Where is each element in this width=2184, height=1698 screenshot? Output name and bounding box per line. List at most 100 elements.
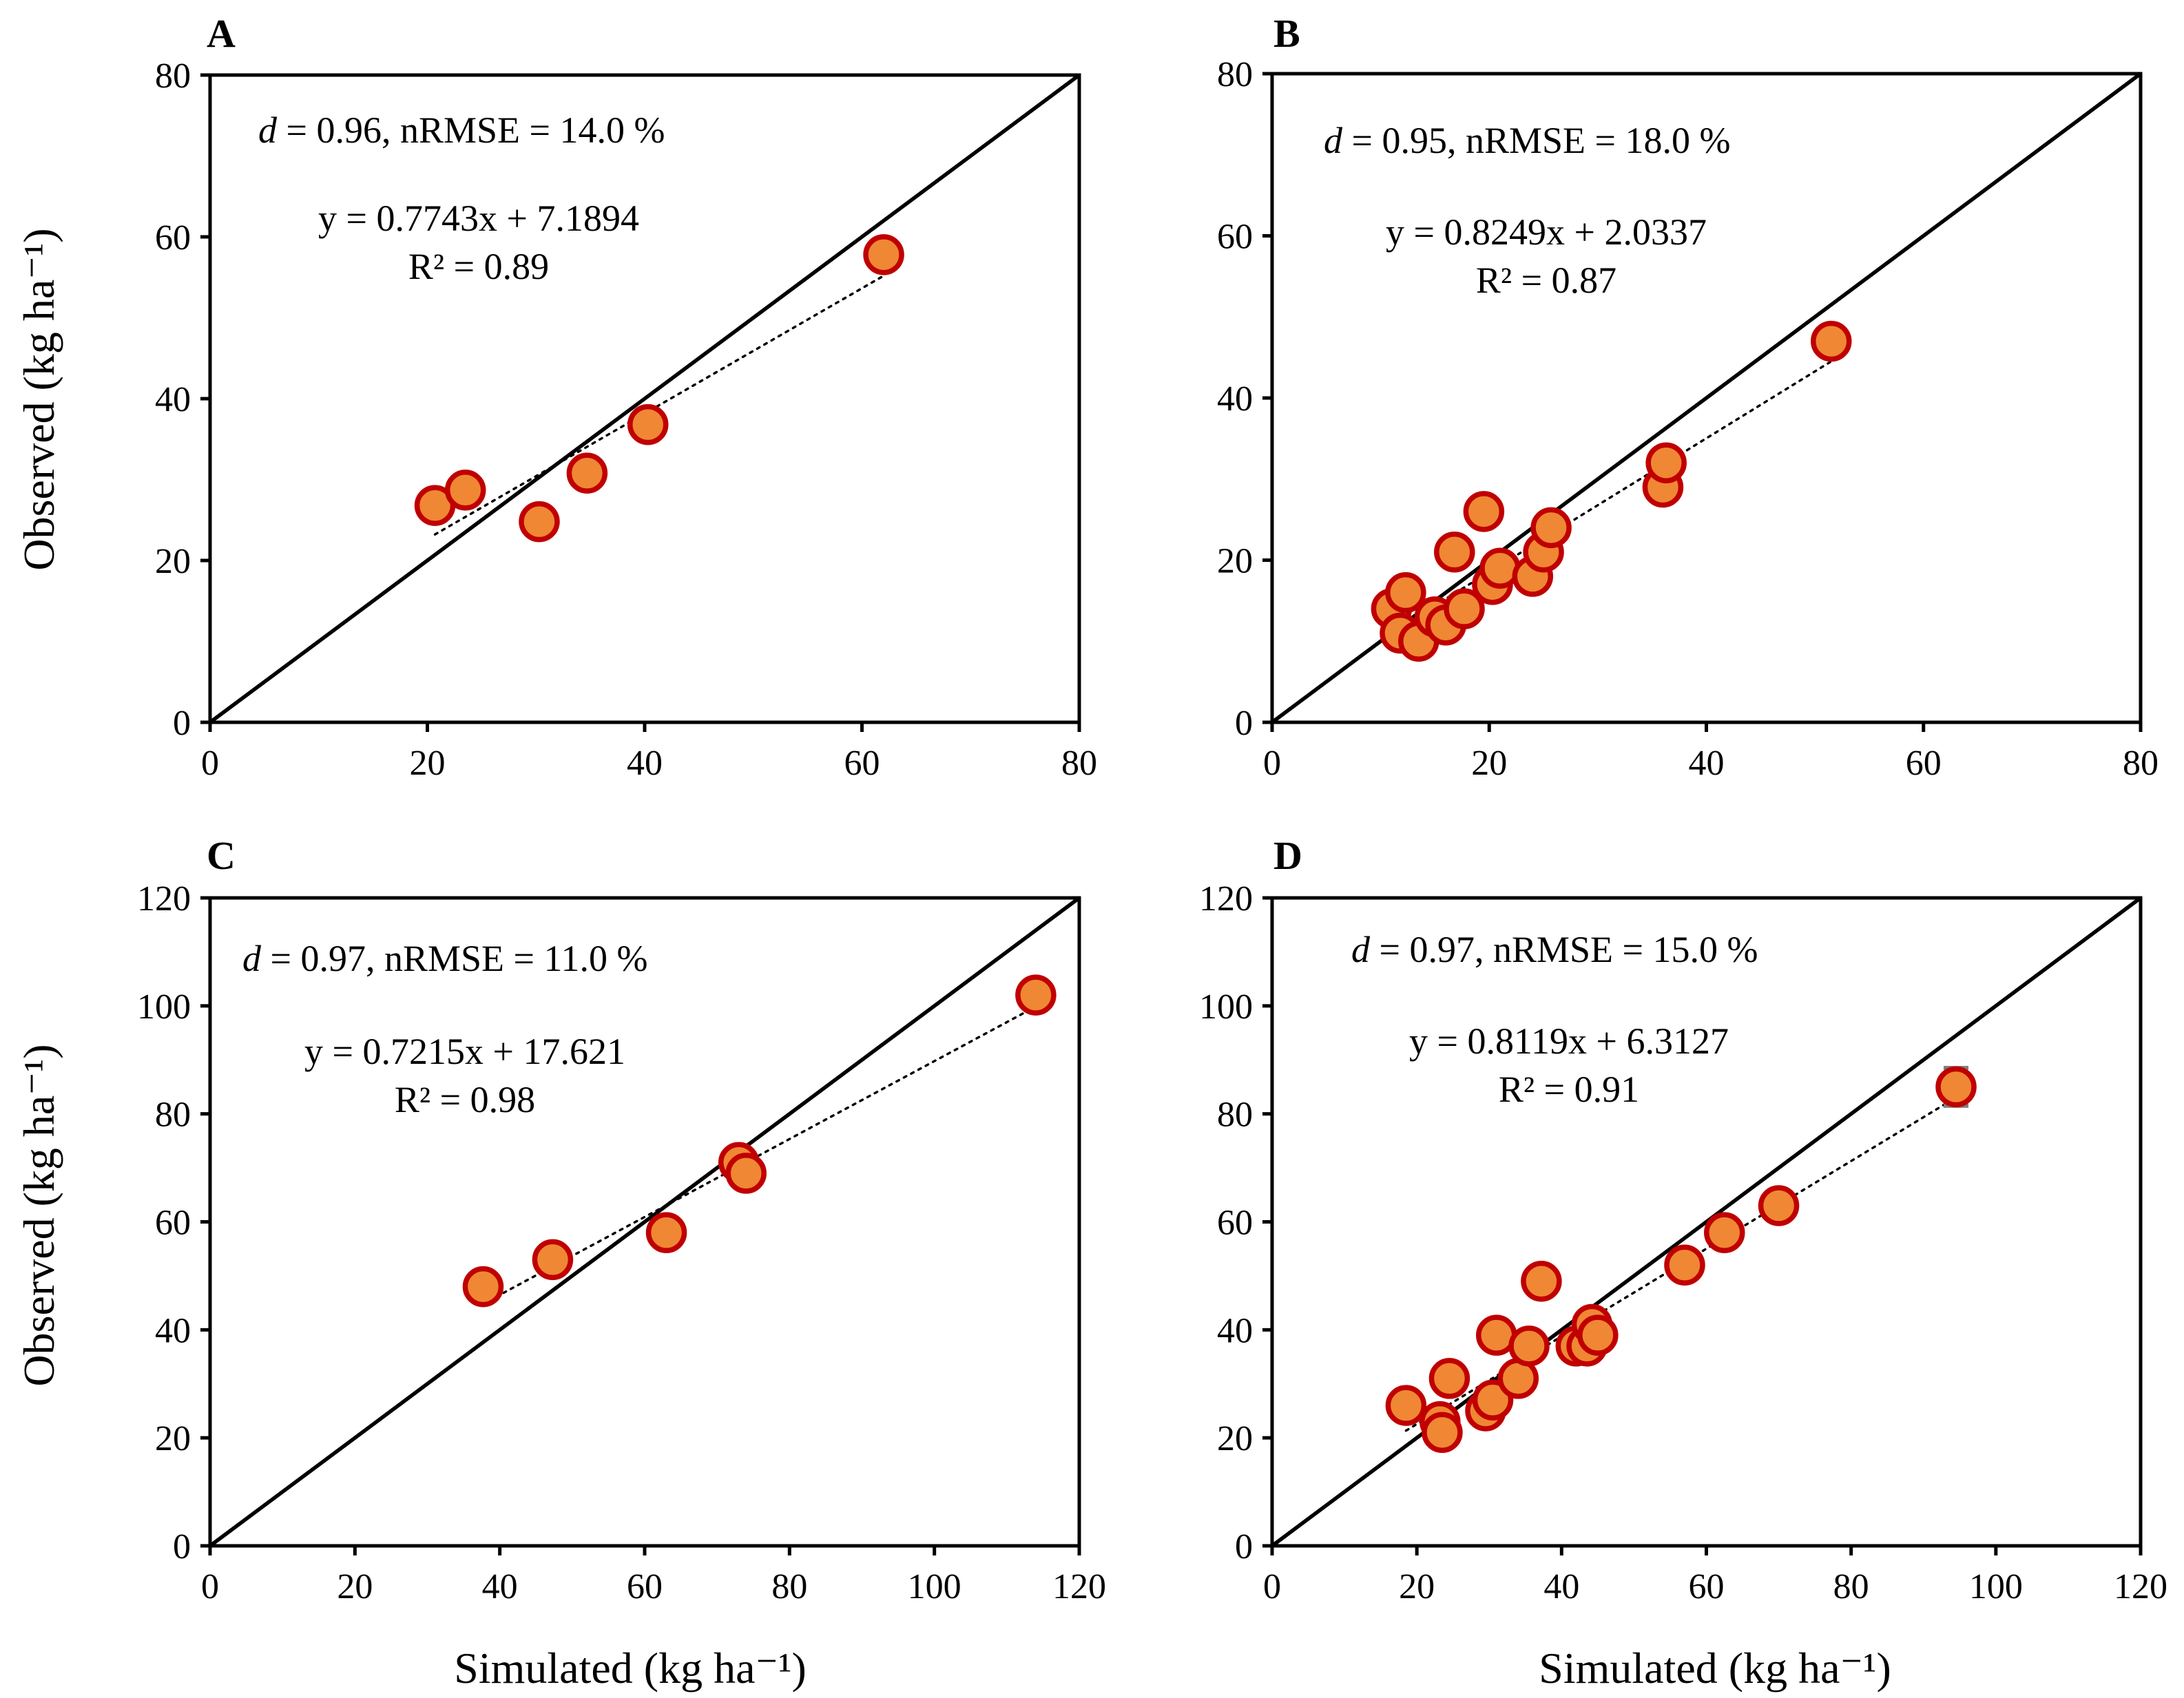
r-squared: R² = 0.89 (408, 246, 549, 287)
y-axis-title-top: Observed (kg ha⁻¹) (14, 228, 63, 570)
data-point (532, 1239, 574, 1281)
stats-values: = 0.96, nRMSE = 14.0 % (277, 109, 665, 151)
y-tick-label: 40 (1217, 1311, 1253, 1350)
data-point (1385, 572, 1426, 614)
data-point (627, 403, 669, 446)
data-point (1472, 1379, 1514, 1421)
stats-annotation: d = 0.97, nRMSE = 15.0 % (1351, 929, 1758, 970)
data-point (444, 470, 486, 511)
data-point (1664, 1244, 1705, 1286)
x-tick-label: 0 (1263, 744, 1281, 783)
trend-line (433, 274, 885, 536)
data-point (1444, 588, 1485, 629)
y-tick-label: 60 (1217, 218, 1253, 257)
y-tick-label: 20 (155, 1419, 191, 1458)
data-point (1521, 1261, 1562, 1302)
data-point (1645, 442, 1687, 483)
y-tick-label: 80 (1217, 1096, 1253, 1135)
y-tick-label: 20 (1217, 542, 1253, 581)
data-point (863, 234, 904, 275)
one-to-one-line (209, 73, 1081, 724)
stats-values: = 0.97, nRMSE = 11.0 % (261, 938, 647, 979)
y-tick-label: 80 (155, 1096, 191, 1135)
panel-label: B (1273, 11, 1300, 56)
y-tick-label: 120 (137, 879, 191, 919)
x-tick-label: 20 (410, 744, 446, 783)
x-tick-label: 60 (1906, 744, 1942, 783)
stats-d-symbol: d (242, 938, 262, 979)
x-tick-label: 0 (201, 744, 219, 783)
stats-values: = 0.95, nRMSE = 18.0 % (1342, 120, 1730, 161)
data-point (1434, 531, 1475, 573)
panel-b: B 0 20 40 60 80 0 20 40 60 80 d = 0.95, nRMSE = 18.… (1217, 11, 2159, 783)
data-point (566, 452, 608, 494)
x-tick-label: 20 (337, 1567, 373, 1606)
stats-d-symbol: d (1324, 120, 1343, 161)
trend-line (480, 1005, 1037, 1306)
stats-annotation: d = 0.95, nRMSE = 18.0 % (1324, 120, 1730, 161)
data-point (1015, 974, 1057, 1016)
panel-label: A (207, 11, 236, 56)
y-tick-label: 40 (1217, 379, 1253, 419)
data-point (1704, 1212, 1745, 1253)
r-squared: R² = 0.91 (1499, 1069, 1639, 1110)
x-tick-label: 60 (1689, 1567, 1725, 1606)
x-tick-label: 40 (627, 744, 663, 783)
x-tick-label: 80 (1833, 1567, 1869, 1606)
data-point (1463, 491, 1505, 532)
y-tick-label: 100 (1199, 987, 1253, 1027)
data-point (1577, 1314, 1619, 1356)
panel-a: A 0 20 40 60 80 0 20 40 60 80 d = 0.96, nRMSE = 14.… (155, 11, 1097, 783)
y-tick-label: 0 (1235, 1527, 1253, 1566)
data-point (1508, 1325, 1550, 1367)
data-point (725, 1153, 767, 1194)
y-tick-label: 20 (155, 542, 191, 581)
x-tick-label: 120 (2114, 1567, 2167, 1606)
panel-c: C 0 20 40 60 80 100 120 0 20 40 60 80 100 120 d = 0.97,… (137, 833, 1106, 1606)
stats-d-symbol: d (258, 109, 278, 151)
panel-d: D 0 20 40 60 80 100 120 0 20 40 60 80 100 120 d = 0.97,… (1199, 833, 2167, 1606)
x-tick-label: 20 (1471, 744, 1507, 783)
regression-equation: y = 0.7743x + 7.1894 (318, 198, 639, 239)
y-tick-label: 60 (155, 218, 191, 258)
x-tick-label: 20 (1399, 1567, 1435, 1606)
x-tick-label: 60 (627, 1567, 663, 1606)
x-axis-title-right: Simulated (kg ha⁻¹) (1539, 1644, 1891, 1692)
regression-equation: y = 0.8249x + 2.0337 (1386, 211, 1707, 253)
regression-equation: y = 0.7215x + 17.621 (304, 1031, 625, 1072)
y-tick-label: 0 (173, 1527, 191, 1566)
data-point (1479, 547, 1521, 589)
y-tick-label: 100 (137, 987, 191, 1027)
x-axis-title-left: Simulated (kg ha⁻¹) (454, 1644, 807, 1692)
x-tick-label: 100 (908, 1567, 961, 1606)
y-tick-label: 40 (155, 380, 191, 419)
y-tick-label: 60 (155, 1204, 191, 1243)
regression-equation: y = 0.8119x + 6.3127 (1409, 1020, 1729, 1062)
one-to-one-line (1271, 896, 2142, 1548)
x-tick-label: 0 (1263, 1567, 1281, 1606)
x-tick-label: 40 (482, 1567, 518, 1606)
data-point (1422, 1412, 1463, 1454)
y-tick-label: 80 (155, 56, 191, 96)
x-tick-label: 120 (1052, 1567, 1106, 1606)
stats-values: = 0.97, nRMSE = 15.0 % (1370, 929, 1758, 970)
data-point (1428, 1358, 1470, 1399)
one-to-one-line (209, 896, 1081, 1548)
data-point (519, 501, 560, 543)
r-squared: R² = 0.87 (1476, 260, 1616, 301)
x-tick-label: 40 (1689, 744, 1725, 783)
data-point (1935, 1066, 1977, 1108)
stats-annotation: d = 0.97, nRMSE = 11.0 % (242, 938, 647, 979)
data-point (462, 1266, 504, 1308)
y-axis-title-bottom: Observed (kg ha⁻¹) (14, 1044, 63, 1386)
y-tick-label: 40 (155, 1311, 191, 1350)
stats-d-symbol: d (1351, 929, 1371, 970)
trend-line (1390, 360, 1833, 633)
y-tick-label: 0 (173, 704, 191, 743)
y-tick-label: 20 (1217, 1419, 1253, 1458)
x-tick-label: 80 (1061, 744, 1097, 783)
x-tick-label: 100 (1969, 1567, 2023, 1606)
data-point (1811, 320, 1852, 362)
y-tick-label: 80 (1217, 55, 1253, 94)
